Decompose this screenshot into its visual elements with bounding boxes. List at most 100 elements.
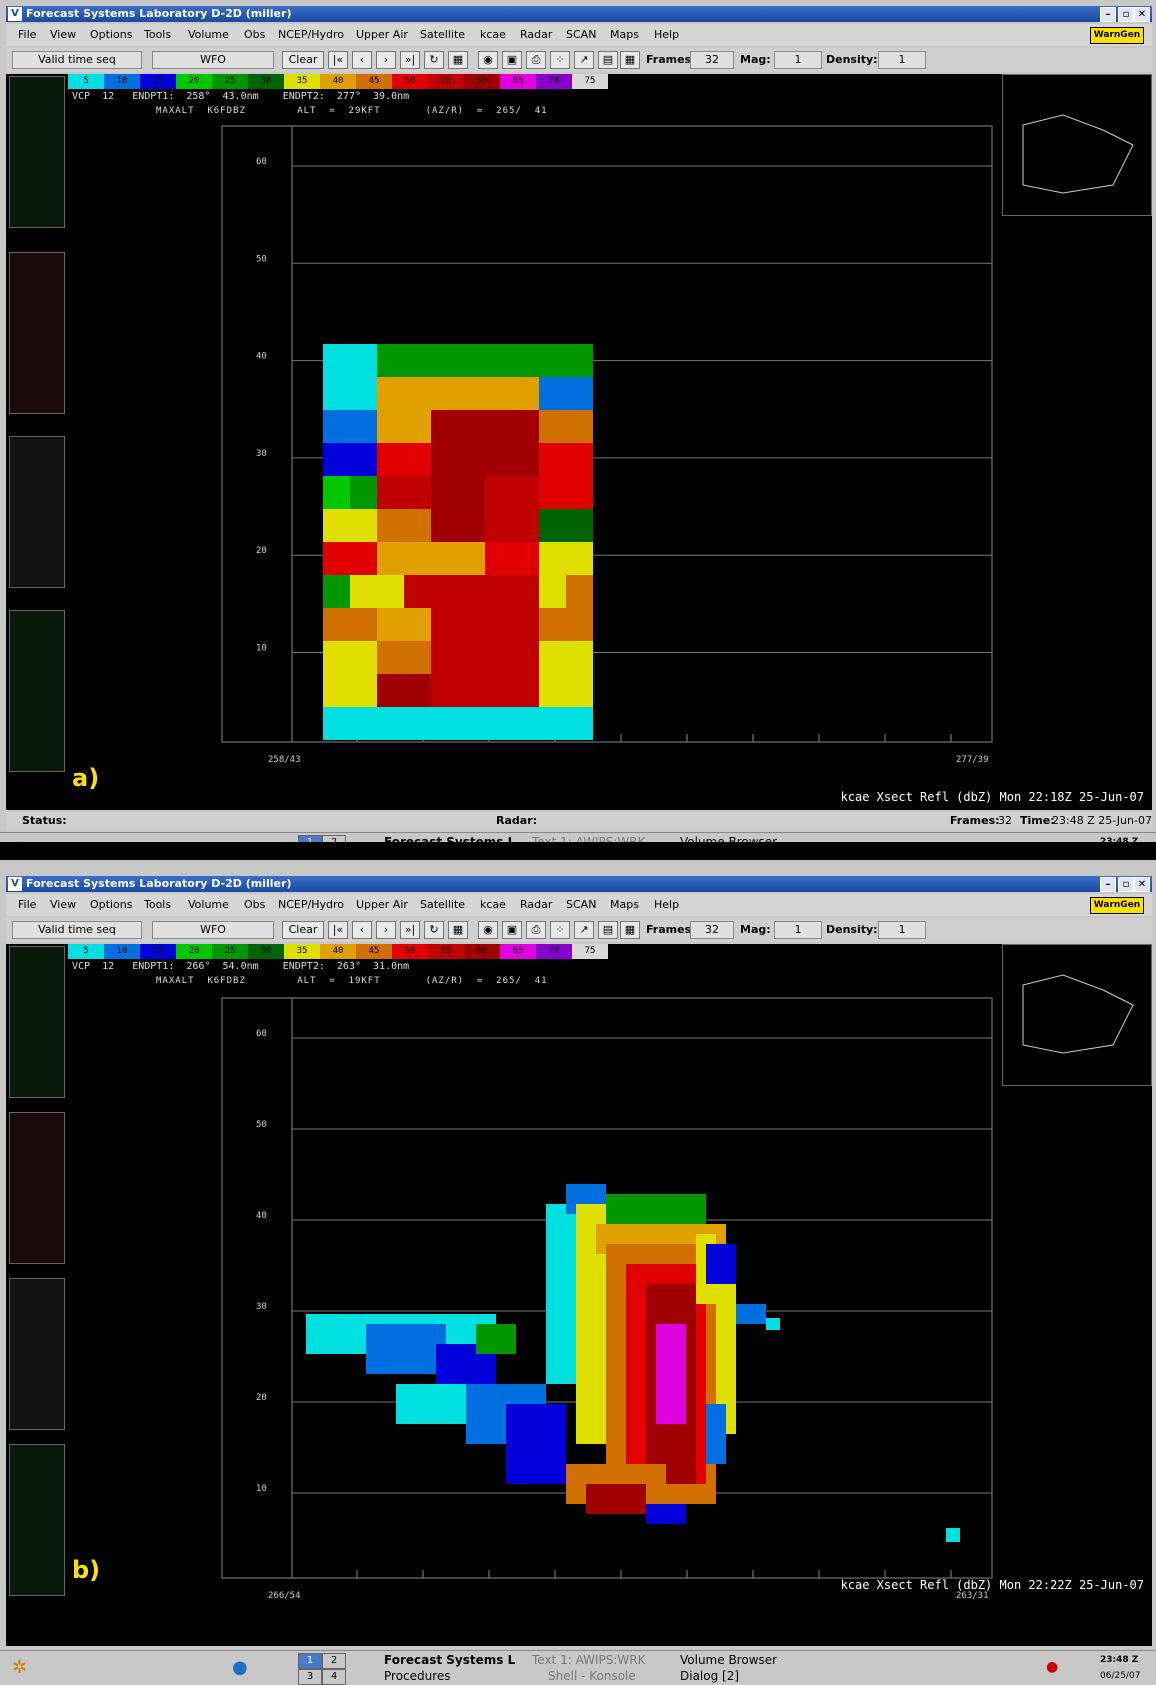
title-bar[interactable]: V Forecast Systems Laboratory D-2D (mill… (6, 876, 1152, 892)
desktop-2[interactable]: 2 (322, 835, 346, 842)
display-pane[interactable]: 5 10 15 20 25 30 35 40 45 50 55 60 65 70 75 VCP 12 END… (6, 944, 1152, 1646)
next-frame-icon[interactable]: › (376, 921, 396, 939)
points-icon[interactable]: ⁘ (550, 921, 570, 939)
next-frame-icon[interactable]: › (376, 51, 396, 69)
close-button[interactable]: ✕ (1134, 7, 1150, 22)
menu-tools[interactable]: Tools (144, 28, 172, 41)
points-icon[interactable]: ⁘ (550, 51, 570, 69)
warngen-button[interactable]: WarnGen (1090, 27, 1144, 44)
mag-select[interactable]: 1 (774, 921, 822, 939)
first-frame-icon[interactable]: |« (328, 51, 348, 69)
thumbnail-3[interactable] (9, 1278, 65, 1430)
panel1-icon[interactable]: ▤ (598, 51, 618, 69)
menu-obs[interactable]: Obs (244, 28, 266, 41)
menu-scan[interactable]: SCAN (566, 898, 597, 911)
density-select[interactable]: 1 (878, 51, 926, 69)
kde-menu-icon[interactable]: ✲ (12, 1657, 28, 1678)
time-mode-select[interactable]: Valid time seq (12, 921, 142, 939)
menu-radar[interactable]: Radar (520, 28, 553, 41)
minimize-button[interactable]: – (1100, 7, 1116, 22)
title-bar[interactable]: V Forecast Systems Laboratory D-2D (mill… (6, 6, 1152, 22)
mag-select[interactable]: 1 (774, 51, 822, 69)
maximize-button[interactable]: ▫ (1118, 7, 1134, 22)
clear-button[interactable]: Clear (282, 921, 324, 939)
menu-help[interactable]: Help (654, 28, 680, 41)
camera-icon[interactable]: ◉ (478, 51, 498, 69)
task-shell-konsole[interactable]: Shell - Konsole (548, 1669, 636, 1683)
thumbnail-1[interactable] (9, 946, 65, 1098)
minimize-button[interactable]: – (1100, 877, 1116, 892)
thumbnail-4[interactable] (9, 610, 65, 772)
warngen-button[interactable]: WarnGen (1090, 897, 1144, 914)
menu-file[interactable]: File (18, 28, 37, 41)
menu-upper-air[interactable]: Upper Air (356, 28, 408, 41)
print-icon[interactable]: ⎙ (526, 51, 546, 69)
menu-tools[interactable]: Tools (144, 898, 172, 911)
menu-satellite[interactable]: Satellite (420, 28, 466, 41)
menu-help[interactable]: Help (654, 898, 680, 911)
menu-maps[interactable]: Maps (610, 28, 639, 41)
menu-volume[interactable]: Volume (188, 898, 229, 911)
thumbnail-3[interactable] (9, 436, 65, 588)
alert-icon[interactable]: ● (1046, 841, 1058, 842)
kde-menu-icon[interactable]: ✲ (12, 839, 27, 842)
desktop-3[interactable]: 3 (298, 1669, 322, 1685)
thumbnail-4[interactable] (9, 1444, 65, 1596)
frames-select[interactable]: 32 (690, 921, 734, 939)
menu-kcae[interactable]: kcae (480, 898, 506, 911)
desktop-1[interactable]: 1 (298, 1653, 322, 1669)
thumbnail-2[interactable] (9, 252, 65, 414)
loop-icon[interactable]: ↻ (424, 921, 444, 939)
baseline-icon[interactable]: ↗ (574, 51, 594, 69)
maximize-button[interactable]: ▫ (1118, 877, 1134, 892)
task-procedures[interactable]: Procedures (384, 1669, 451, 1683)
baseline-icon[interactable]: ↗ (574, 921, 594, 939)
thumbnail-1[interactable] (9, 76, 65, 228)
menu-kcae[interactable]: kcae (480, 28, 506, 41)
last-frame-icon[interactable]: »| (400, 921, 420, 939)
zoom-icon[interactable]: ▣ (502, 51, 522, 69)
clear-button[interactable]: Clear (282, 51, 324, 69)
panel1-icon[interactable]: ▤ (598, 921, 618, 939)
task-forecast-systems[interactable]: Forecast Systems L (384, 1653, 516, 1667)
image-props-icon[interactable]: ▦ (448, 921, 468, 939)
menu-ncep-hydro[interactable]: NCEP/Hydro (278, 28, 344, 41)
globe-icon[interactable]: ● (232, 839, 248, 842)
prev-frame-icon[interactable]: ‹ (352, 921, 372, 939)
task-dialog[interactable]: Dialog [2] (680, 1669, 740, 1683)
window-menu-icon[interactable]: V (8, 7, 22, 21)
display-pane[interactable]: 5 10 15 20 25 30 35 40 45 50 55 60 65 70 75 VCP 12 END… (6, 74, 1152, 810)
menu-satellite[interactable]: Satellite (420, 898, 466, 911)
scale-select[interactable]: WFO (152, 921, 274, 939)
desktop-2[interactable]: 2 (322, 1653, 346, 1669)
thumbnail-2[interactable] (9, 1112, 65, 1264)
first-frame-icon[interactable]: |« (328, 921, 348, 939)
print-icon[interactable]: ⎙ (526, 921, 546, 939)
menu-options[interactable]: Options (90, 28, 133, 41)
menu-scan[interactable]: SCAN (566, 28, 597, 41)
window-menu-icon[interactable]: V (8, 877, 22, 891)
menu-view[interactable]: View (50, 28, 77, 41)
menu-volume[interactable]: Volume (188, 28, 229, 41)
desktop-4[interactable]: 4 (322, 1669, 346, 1685)
camera-icon[interactable]: ◉ (478, 921, 498, 939)
menu-view[interactable]: View (50, 898, 77, 911)
globe-icon[interactable]: ● (232, 1657, 248, 1678)
density-select[interactable]: 1 (878, 921, 926, 939)
menu-obs[interactable]: Obs (244, 898, 266, 911)
task-text-1[interactable]: Text 1: AWIPS:WRK (532, 835, 646, 842)
task-forecast-systems[interactable]: Forecast Systems L (384, 835, 516, 842)
menu-upper-air[interactable]: Upper Air (356, 898, 408, 911)
close-button[interactable]: ✕ (1134, 877, 1150, 892)
scale-select[interactable]: WFO (152, 51, 274, 69)
image-props-icon[interactable]: ▦ (448, 51, 468, 69)
loop-icon[interactable]: ↻ (424, 51, 444, 69)
last-frame-icon[interactable]: »| (400, 51, 420, 69)
menu-file[interactable]: File (18, 898, 37, 911)
menu-radar[interactable]: Radar (520, 898, 553, 911)
zoom-icon[interactable]: ▣ (502, 921, 522, 939)
panel4-icon[interactable]: ▦ (620, 921, 640, 939)
alert-icon[interactable]: ● (1046, 1659, 1059, 1675)
desktop-1[interactable]: 1 (298, 835, 322, 842)
frames-select[interactable]: 32 (690, 51, 734, 69)
